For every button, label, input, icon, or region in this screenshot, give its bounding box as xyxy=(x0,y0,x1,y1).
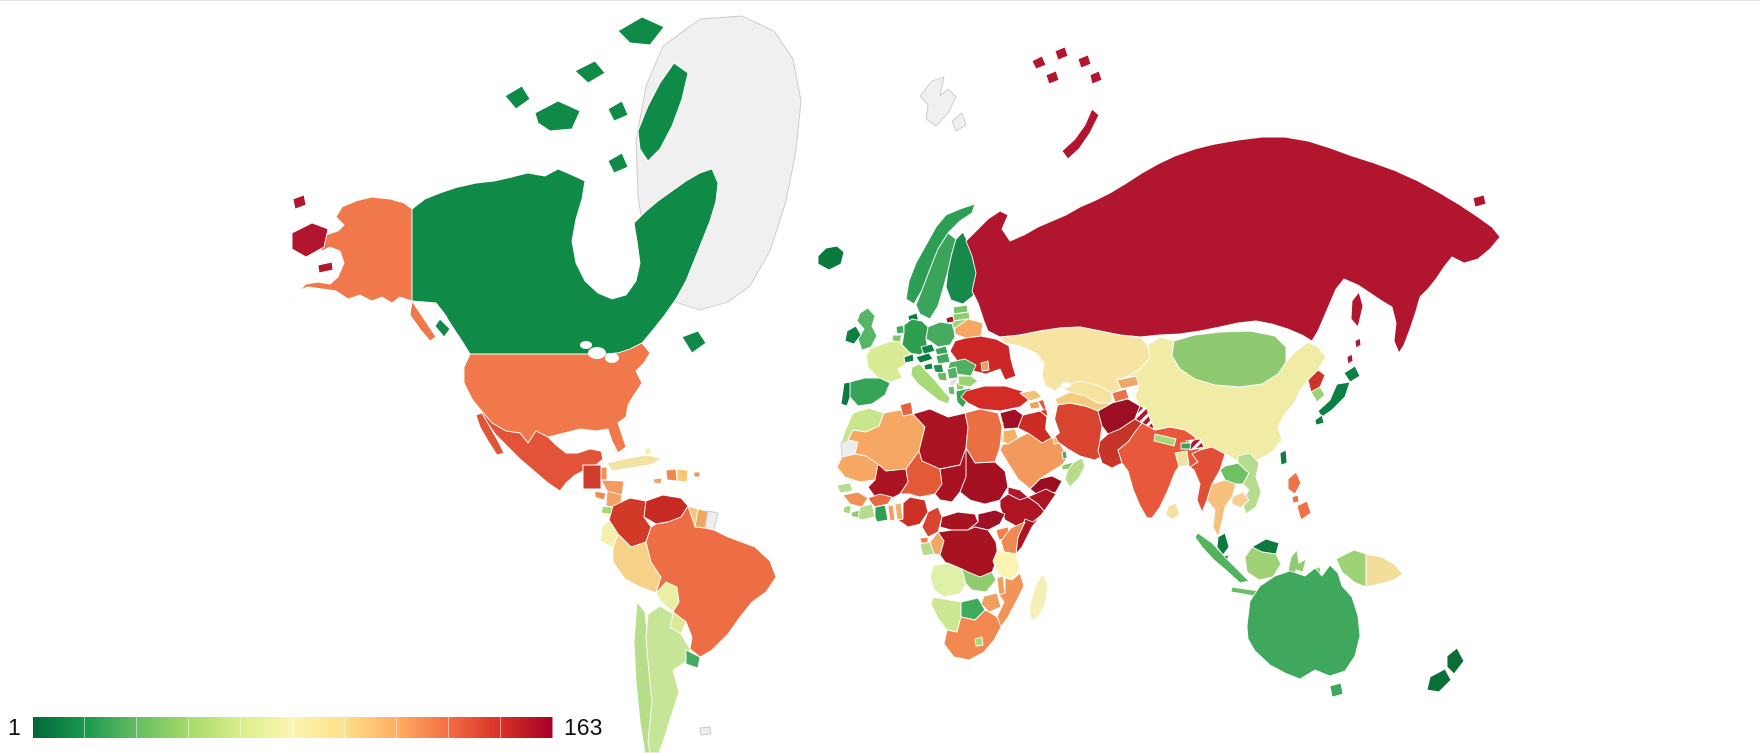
country-austria[interactable] xyxy=(915,352,934,364)
country-papua-new-guinea[interactable] xyxy=(1365,553,1404,588)
country-canada[interactable] xyxy=(411,16,719,355)
country-belize[interactable] xyxy=(600,466,608,481)
country-uruguay[interactable] xyxy=(685,649,701,669)
country-bolivia[interactable] xyxy=(655,581,680,613)
country-uk[interactable] xyxy=(856,307,878,351)
country-south-africa[interactable] xyxy=(943,609,1002,661)
color-scale-legend: 1 163 xyxy=(0,707,602,747)
country-el-salvador[interactable] xyxy=(594,490,607,501)
country-turkey[interactable] xyxy=(960,385,1031,412)
country-south-korea[interactable] xyxy=(1310,386,1326,403)
country-north-korea[interactable] xyxy=(1307,369,1326,393)
country-bulgaria[interactable] xyxy=(957,375,979,388)
country-myanmar[interactable] xyxy=(1189,446,1226,513)
country-madagascar[interactable] xyxy=(1028,573,1049,621)
country-tajikistan[interactable] xyxy=(1111,388,1130,403)
country-spain[interactable] xyxy=(849,377,891,407)
legend-segment-ticks xyxy=(33,716,553,738)
country-slovenia[interactable] xyxy=(923,362,934,371)
country-norway[interactable] xyxy=(905,203,976,305)
country-armenia[interactable] xyxy=(1028,400,1041,410)
country-nepal[interactable] xyxy=(1153,433,1177,447)
country-oman[interactable] xyxy=(1064,457,1086,488)
country-iceland[interactable] xyxy=(817,245,845,271)
country-albania[interactable] xyxy=(947,385,956,396)
legend-max-label: 163 xyxy=(564,713,603,740)
country-sudan[interactable] xyxy=(959,447,1009,505)
country-argentina[interactable] xyxy=(645,605,691,753)
country-serbia[interactable] xyxy=(946,366,959,380)
country-mongolia[interactable] xyxy=(1171,330,1287,388)
country-falklands[interactable] xyxy=(699,726,712,736)
legend-gradient-bar xyxy=(33,716,553,738)
country-cambodia[interactable] xyxy=(1231,491,1250,509)
country-taiwan[interactable] xyxy=(1279,449,1288,466)
country-lesotho[interactable] xyxy=(974,636,984,647)
country-haiti[interactable] xyxy=(665,468,678,482)
country-jamaica[interactable] xyxy=(652,477,663,485)
country-sri-lanka[interactable] xyxy=(1165,502,1181,521)
country-tanzania[interactable] xyxy=(992,548,1021,581)
country-vietnam[interactable] xyxy=(1237,452,1262,515)
country-netherlands[interactable] xyxy=(895,324,905,335)
country-saudi-arabia[interactable] xyxy=(999,432,1069,490)
country-burkina-faso[interactable] xyxy=(867,493,893,508)
country-philippines[interactable] xyxy=(1287,471,1312,521)
country-mexico[interactable] xyxy=(475,408,604,492)
country-guatemala[interactable] xyxy=(582,464,602,490)
country-bhutan[interactable] xyxy=(1180,442,1192,450)
country-guinea[interactable] xyxy=(842,491,869,508)
country-puerto-rico[interactable] xyxy=(693,471,701,478)
country-mozambique[interactable] xyxy=(996,572,1025,628)
country-new-zealand[interactable] xyxy=(1426,647,1465,693)
country-ecuador[interactable] xyxy=(599,519,619,549)
country-togo[interactable] xyxy=(887,504,896,522)
country-poland[interactable] xyxy=(925,321,956,348)
country-equatorial-guinea[interactable] xyxy=(919,536,929,544)
country-czechia[interactable] xyxy=(920,343,936,355)
country-indonesia-sumatra[interactable] xyxy=(1194,532,1250,584)
country-angola[interactable] xyxy=(929,562,967,598)
country-senegal[interactable] xyxy=(836,482,854,494)
country-india[interactable] xyxy=(1117,422,1201,519)
country-sierra-leone[interactable] xyxy=(842,504,852,515)
country-kosovo[interactable] xyxy=(948,377,958,387)
country-ivory-coast[interactable] xyxy=(857,503,876,521)
country-portugal[interactable] xyxy=(840,381,851,407)
country-ireland[interactable] xyxy=(844,325,862,345)
country-australia[interactable] xyxy=(1246,564,1361,698)
country-nigeria[interactable] xyxy=(897,496,929,528)
legend-min-label: 1 xyxy=(8,713,21,740)
country-bosnia[interactable] xyxy=(936,371,948,382)
country-bahamas[interactable] xyxy=(643,446,653,456)
country-svalbard[interactable] xyxy=(919,76,967,132)
country-dominican-republic[interactable] xyxy=(676,468,689,483)
country-zimbabwe[interactable] xyxy=(980,592,1002,613)
country-kazakhstan[interactable] xyxy=(999,326,1151,394)
country-zambia[interactable] xyxy=(961,568,997,593)
country-cuba[interactable] xyxy=(606,454,663,472)
country-moldova[interactable] xyxy=(980,360,990,372)
country-mali[interactable] xyxy=(867,463,909,501)
country-bangladesh[interactable] xyxy=(1174,450,1190,468)
country-russia[interactable] xyxy=(291,46,1501,365)
country-france[interactable] xyxy=(865,340,911,383)
country-qatar[interactable] xyxy=(1061,450,1068,460)
country-japan[interactable] xyxy=(1314,365,1361,426)
country-switzerland[interactable] xyxy=(903,353,915,364)
